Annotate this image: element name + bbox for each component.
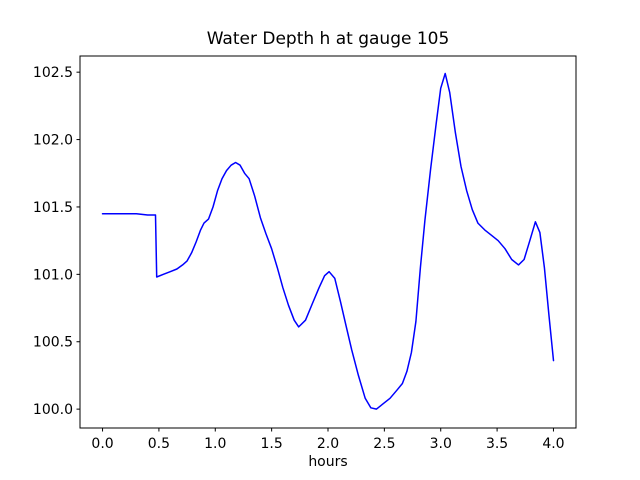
y-tick-label: 102.5 bbox=[33, 65, 73, 81]
axes-border bbox=[79, 55, 577, 429]
x-ticks: 0.0 0.5 1.0 1.5 2.0 2.5 3.0 3.5 4.0 bbox=[91, 428, 565, 452]
x-tick-label: 3.5 bbox=[486, 436, 508, 452]
x-tick-label: 1.5 bbox=[261, 436, 283, 452]
x-tick-label: 2.5 bbox=[373, 436, 395, 452]
chart-title: Water Depth h at gauge 105 bbox=[206, 29, 450, 49]
x-tick-label: 2.0 bbox=[317, 436, 339, 452]
y-tick-label: 102.0 bbox=[33, 133, 73, 149]
y-tick-label: 100.5 bbox=[33, 335, 73, 351]
x-tick-label: 1.0 bbox=[204, 436, 226, 452]
x-tick-label: 0.0 bbox=[91, 436, 113, 452]
y-tick-label: 101.0 bbox=[33, 267, 73, 283]
y-tick-label: 101.5 bbox=[33, 200, 73, 216]
y-tick-label: 100.0 bbox=[33, 402, 73, 418]
x-tick-label: 0.5 bbox=[148, 436, 170, 452]
x-axis-label: hours bbox=[308, 454, 348, 470]
x-tick-label: 3.0 bbox=[430, 436, 452, 452]
water-depth-line bbox=[101, 72, 555, 410]
x-tick-label: 4.0 bbox=[542, 436, 564, 452]
y-ticks: 100.0 100.5 101.0 101.5 102.0 102.5 bbox=[33, 65, 80, 418]
